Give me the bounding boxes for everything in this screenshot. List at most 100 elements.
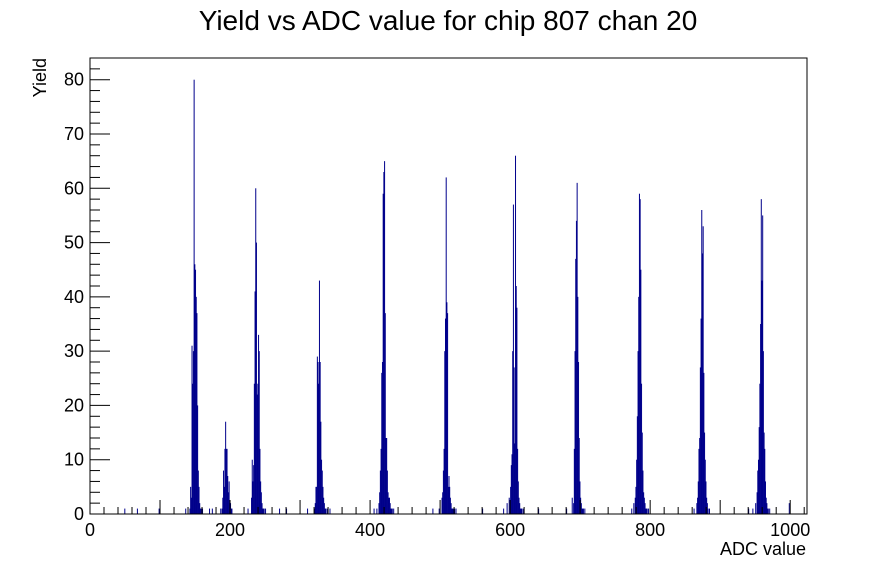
histogram-bar: [516, 307, 518, 514]
histogram-bar: [230, 503, 232, 514]
histogram-bar: [646, 508, 648, 514]
histogram-bar: [316, 486, 318, 514]
histogram-bar: [391, 508, 393, 514]
histogram-bar: [584, 508, 586, 514]
histogram-bar: [764, 481, 766, 514]
histogram-bar: [388, 497, 390, 514]
histogram-bar: [700, 318, 702, 514]
histogram-bar: [643, 492, 645, 514]
histogram-bar: [225, 421, 227, 514]
histogram-bar: [225, 448, 227, 514]
histogram-bar: [699, 367, 701, 514]
x-tick-label: 800: [635, 520, 665, 540]
histogram-bar: [538, 508, 540, 514]
histogram-bar: [573, 448, 575, 514]
histogram-bar: [763, 432, 765, 514]
histogram-bar: [514, 443, 516, 514]
histogram-bar: [446, 302, 448, 514]
histogram-bar: [452, 508, 454, 514]
histogram-bar: [581, 508, 583, 514]
histogram-bar: [571, 497, 573, 514]
x-tick-label: 400: [355, 520, 385, 540]
histogram-bar: [318, 383, 320, 514]
histogram-bar: [643, 497, 645, 514]
histogram-bar: [198, 486, 200, 514]
histogram-bar: [697, 481, 699, 514]
histogram-bar: [316, 356, 318, 514]
histogram-bar: [319, 362, 321, 514]
histogram-bar: [575, 220, 577, 515]
histogram-bar: [190, 497, 192, 514]
histogram-bar: [641, 432, 643, 514]
histogram-bar: [381, 362, 383, 514]
histogram-bar: [386, 470, 388, 514]
histogram-bar: [455, 508, 457, 514]
histogram-bar: [521, 508, 523, 514]
histogram-bar: [762, 351, 764, 514]
histogram-bar: [639, 199, 641, 514]
histogram-bar: [373, 508, 375, 514]
histogram-bar: [223, 486, 225, 514]
x-tick-label: 200: [215, 520, 245, 540]
x-tick-label: 600: [495, 520, 525, 540]
histogram-bar: [508, 497, 510, 514]
histogram-bar: [702, 226, 704, 515]
histogram-bar: [755, 503, 757, 514]
histogram-bar: [321, 470, 323, 514]
histogram-bars: [124, 79, 790, 515]
histogram-bar: [314, 503, 316, 514]
histogram-bar: [224, 448, 226, 514]
histogram-bar: [227, 492, 229, 514]
histogram-bar: [193, 79, 195, 515]
histogram-bar: [573, 503, 575, 514]
histogram-bar: [756, 492, 758, 514]
histogram-bar: [222, 497, 224, 514]
histogram-bar: [379, 492, 381, 514]
histogram-bar: [450, 503, 452, 514]
histogram-bar: [510, 486, 512, 514]
histogram-bar: [644, 503, 646, 514]
histogram-bar: [260, 481, 262, 514]
histogram-bar: [393, 508, 395, 514]
histogram-bar: [515, 286, 517, 514]
histogram-bar: [640, 269, 642, 514]
histogram-bar: [447, 313, 449, 514]
histogram-bar: [384, 161, 386, 514]
x-axis-label: ADC value: [720, 539, 806, 559]
histogram-bar: [578, 438, 580, 514]
histogram-bar: [263, 508, 265, 514]
histogram-bar: [703, 372, 705, 514]
histogram-bar: [767, 508, 769, 514]
histogram-bar: [706, 497, 708, 514]
histogram-bar: [251, 497, 253, 514]
histogram-bar: [223, 470, 225, 514]
histogram-bar: [325, 508, 327, 514]
histogram-bar: [390, 508, 392, 514]
y-axis-ticks: 0 10 20 30 40 50 60 70 80: [64, 57, 110, 524]
histogram-bar: [253, 383, 255, 514]
histogram-bar: [580, 497, 582, 514]
histogram-bar: [158, 508, 160, 514]
histogram-bar: [315, 486, 317, 514]
histogram-bar: [221, 508, 223, 514]
histogram-bar: [759, 383, 761, 514]
histogram-bar: [189, 508, 191, 514]
histogram-bar: [645, 508, 647, 514]
histogram-bar: [136, 508, 138, 514]
histogram-bar: [511, 454, 513, 514]
histogram-bar: [638, 296, 640, 514]
histogram-bar: [379, 470, 381, 514]
histogram-bar: [631, 508, 633, 514]
histogram-bar: [385, 438, 387, 514]
histogram-bar: [506, 503, 508, 514]
y-axis-label: Yield: [30, 58, 50, 97]
histogram-bar: [580, 503, 582, 514]
histogram-bar: [197, 470, 199, 514]
histogram-bar: [247, 508, 249, 514]
histogram-bar: [752, 508, 754, 514]
histogram-bar: [191, 345, 193, 514]
histogram-bar: [227, 476, 229, 514]
histogram-bar: [190, 486, 192, 514]
y-tick-label: 0: [74, 504, 84, 524]
